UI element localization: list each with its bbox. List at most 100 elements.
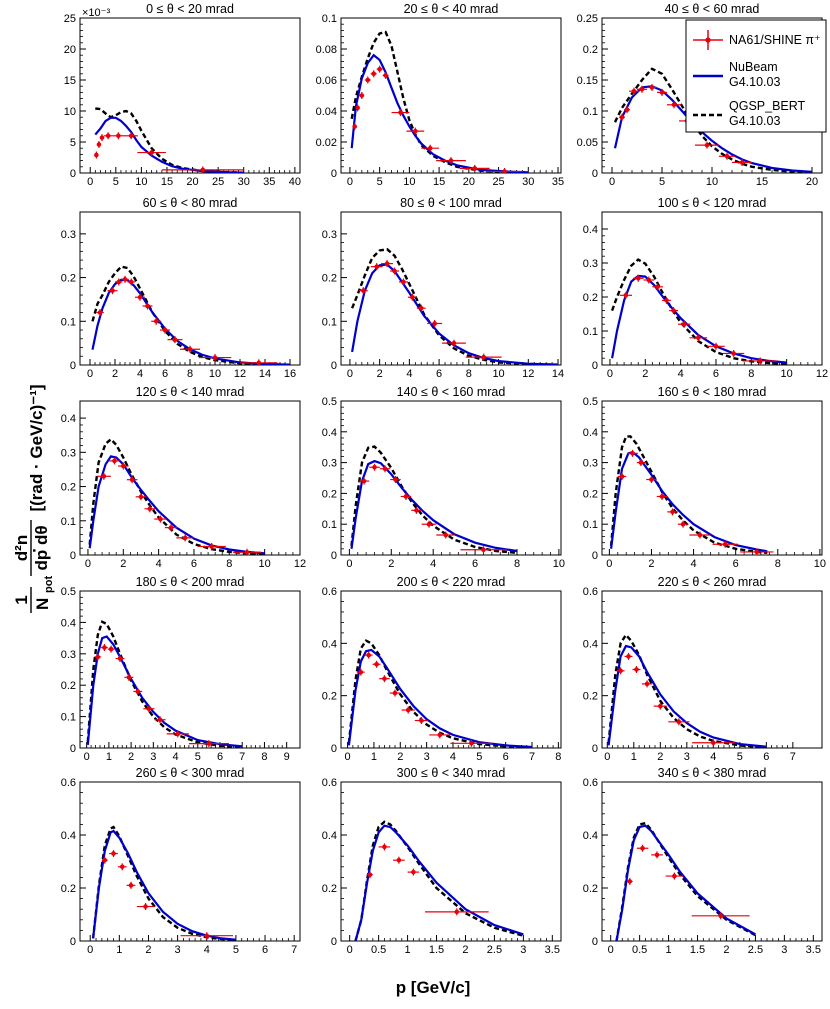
ylabel-pot: pot [43, 576, 55, 593]
x-tick-label: 3.5 [545, 944, 560, 956]
series-line-nubeam [615, 824, 756, 941]
data-point [105, 133, 111, 139]
data-point [352, 124, 357, 129]
y-tick-label: 5 [70, 137, 76, 149]
x-tick-label: 0 [347, 944, 353, 956]
x-tick-label: 4 [406, 368, 412, 380]
data-point [635, 276, 641, 281]
x-tick-label: 20 [806, 176, 818, 188]
data-point [676, 719, 682, 725]
panel-title: 0 ≤ θ < 20 mrad [146, 2, 234, 16]
y-tick-label: 0.2 [61, 883, 76, 895]
plot-area [615, 821, 756, 941]
x-tick-label: 4 [137, 368, 143, 380]
plot-frame [340, 400, 562, 556]
x-tick-label: 10 [553, 558, 565, 570]
plot-frame [601, 590, 823, 749]
x-tick-label: 10 [814, 558, 826, 570]
data-point [393, 477, 398, 482]
data-point [619, 474, 625, 479]
data-point [383, 73, 388, 78]
y-tick-label: 0.4 [322, 638, 337, 650]
x-tick-label: 10 [403, 176, 415, 188]
y-tick-label: 0.1 [61, 516, 76, 528]
x-tick-label: 4 [691, 558, 697, 570]
data-point [256, 360, 262, 365]
x-tick-label: 1 [371, 751, 377, 763]
y-tick-label: 0 [331, 360, 337, 372]
data-point [158, 516, 163, 522]
x-tick-label: 5 [659, 176, 665, 188]
data-point [135, 689, 141, 694]
y-tick-label: 0.6 [61, 777, 76, 789]
panel-12: 0 1 2 3 4 5 6 7 0 0.2 0.4 0.6 220 ≤ θ < 260 mrad [583, 575, 823, 763]
legend-data-label: NA61/SHINE π⁺ [729, 33, 821, 47]
panel-title: 300 ≤ θ < 340 mrad [397, 766, 506, 780]
x-tick-label: 20 [186, 176, 198, 188]
x-tick-label: 1 [405, 944, 411, 956]
data-point [187, 346, 193, 352]
plot-area [347, 639, 533, 748]
x-tick-label: 3 [684, 751, 690, 763]
data-point [410, 294, 415, 300]
data-point [639, 87, 645, 92]
x-tick-label: 4 [172, 751, 178, 763]
x-tick-label: 0 [607, 368, 613, 380]
x-tick-label: 6 [191, 558, 197, 570]
x-tick-label: 3 [424, 751, 430, 763]
x-tick-label: 0 [604, 751, 610, 763]
x-tick-label: 12 [294, 558, 306, 570]
data-point [110, 288, 115, 293]
data-point [99, 135, 105, 140]
series-line-nubeam [350, 53, 529, 173]
ylabel-N: N [33, 598, 52, 610]
y-tick-label: 0.5 [61, 586, 76, 598]
data-point [655, 284, 660, 290]
data-point [618, 668, 623, 674]
data-point [377, 66, 382, 72]
data-point [405, 707, 411, 713]
series-line-nubeam [611, 274, 787, 364]
plot-frame [340, 781, 562, 942]
x-tick-label: 20 [463, 176, 475, 188]
data-point [392, 268, 397, 274]
data-point [472, 166, 478, 171]
data-point [204, 933, 210, 938]
x-tick-label: 25 [492, 176, 504, 188]
data-point [117, 656, 123, 661]
series-line-nubeam [351, 263, 559, 365]
y-tick-label: 0.1 [322, 13, 337, 25]
data-point [366, 652, 371, 658]
plot-area [91, 265, 291, 365]
panel-title: 120 ≤ θ < 140 mrad [136, 385, 245, 399]
y-tick-label: 0.6 [322, 777, 337, 789]
data-point [382, 466, 388, 472]
data-point [664, 298, 669, 303]
panel-9: 0 2 4 6 8 10 0 0.1 0.2 0.3 0.4 0.5 160 ≤ θ < 180 mra… [583, 385, 826, 570]
x-tick-label: 2 [657, 751, 663, 763]
plot-frame [601, 400, 823, 556]
data-point [102, 857, 108, 863]
y-tick-label: 0.25 [577, 13, 598, 25]
plot-area [354, 820, 524, 941]
data-point [119, 864, 125, 870]
panel-title: 140 ≤ θ < 160 mrad [397, 385, 506, 399]
x-tick-label: 3 [175, 944, 181, 956]
x-tick-label: 5 [377, 176, 383, 188]
data-point [358, 669, 364, 675]
plot-area [91, 825, 236, 941]
data-point [681, 321, 687, 327]
x-tick-label: 0 [87, 368, 93, 380]
data-point [680, 521, 686, 527]
data-point [502, 169, 507, 173]
y-tick-label: 0.4 [322, 830, 337, 842]
data-point [200, 167, 206, 173]
series-line-nubeam [347, 648, 533, 748]
x-tick-label: 6 [503, 751, 509, 763]
y-tick-label: 0.5 [322, 396, 337, 408]
y-tick-label: 0.1 [583, 326, 598, 338]
data-point [432, 321, 437, 326]
panel-5: 0 2 4 6 8 10 12 14 0 0.1 0.2 0.3 80 ≤ θ < 100 mrad [322, 196, 564, 380]
ylabel-one: 1 [12, 595, 31, 604]
x-tick-label: 6 [763, 751, 769, 763]
